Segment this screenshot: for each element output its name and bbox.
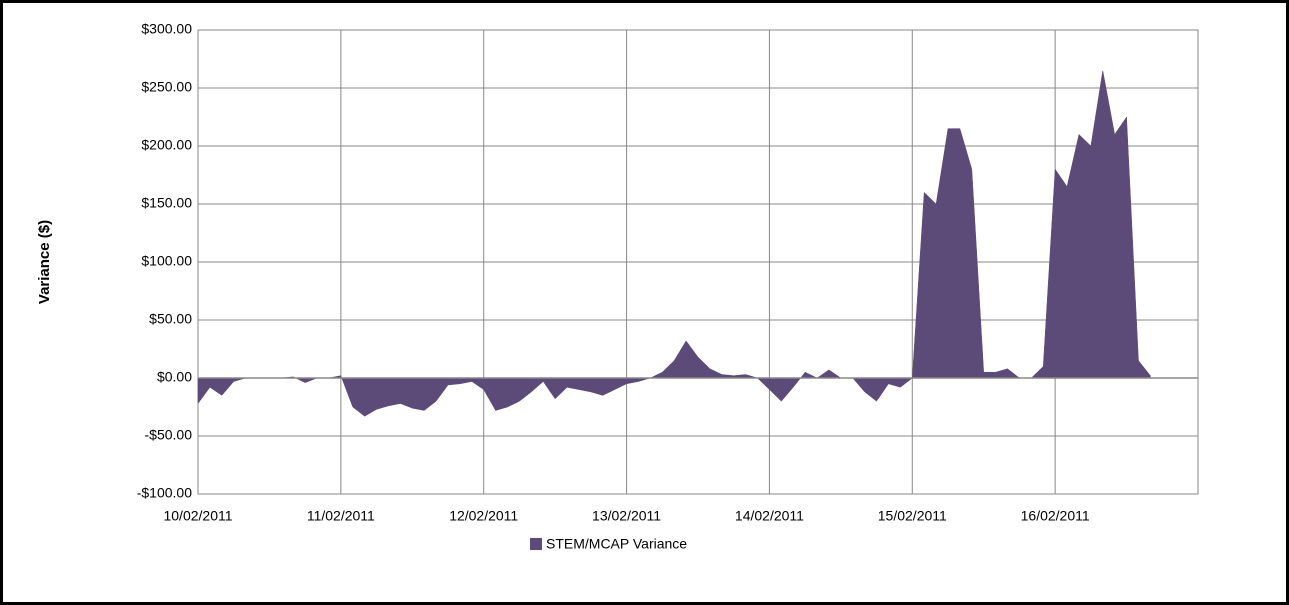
y-tick-label: $0.00 [157, 369, 192, 385]
y-tick-label: $100.00 [141, 253, 192, 269]
y-tick-label: $200.00 [141, 137, 192, 153]
x-tick-label: 15/02/2011 [878, 508, 947, 524]
area [197, 70, 1151, 417]
x-tick-label: 11/02/2011 [307, 508, 375, 524]
y-tick-label: $150.00 [141, 195, 192, 211]
y-tick-label: -$100.00 [137, 485, 192, 501]
y-axis-label: Variance ($) [36, 220, 53, 304]
y-tick-label: $50.00 [149, 311, 192, 327]
x-tick-label: 10/02/2011 [163, 508, 232, 524]
y-tick-label: -$50.00 [145, 427, 193, 443]
legend-swatch [530, 538, 542, 550]
legend-label: STEM/MCAP Variance [546, 536, 687, 552]
y-tick-label: $300.00 [141, 21, 192, 37]
plot-border [197, 29, 1199, 495]
x-tick-label: 14/02/2011 [735, 508, 804, 524]
x-tick-label: 16/02/2011 [1021, 508, 1090, 524]
x-tick-label: 13/02/2011 [592, 508, 661, 524]
y-tick-label: $250.00 [141, 79, 192, 95]
x-tick-label: 12/02/2011 [449, 508, 518, 524]
